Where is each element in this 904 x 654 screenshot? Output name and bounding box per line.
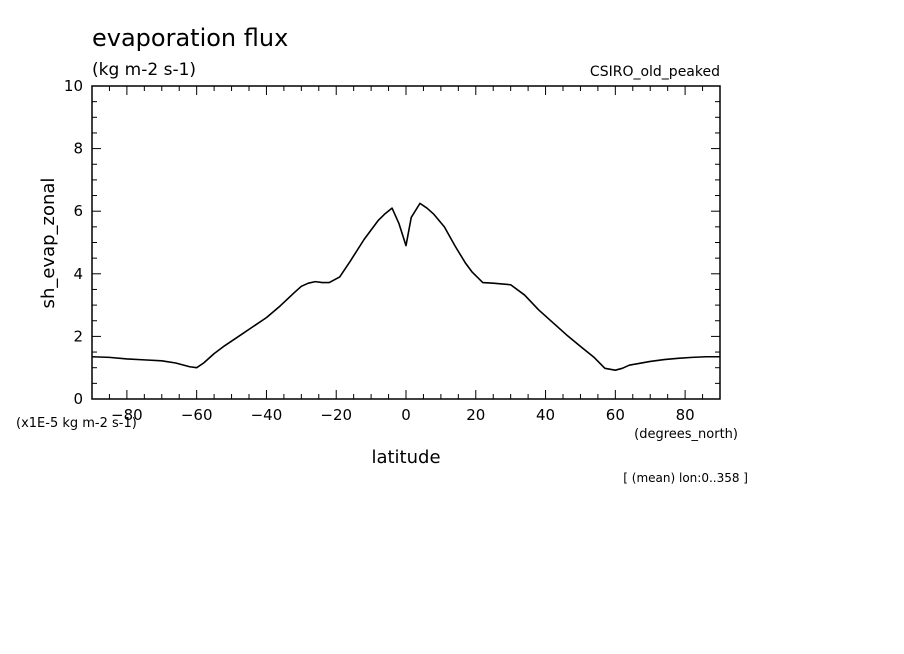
x-tick-label: −60 [181, 406, 213, 424]
footnote: [ (mean) lon:0..358 ] [623, 471, 748, 485]
y-scale-note: (x1E-5 kg m-2 s-1) [16, 416, 137, 431]
chart-subtitle: (kg m-2 s-1) [92, 60, 196, 80]
dataset-label: CSIRO_old_peaked [590, 64, 720, 80]
x-tick-label: −20 [320, 406, 352, 424]
x-tick-label: 80 [676, 406, 695, 424]
y-tick-labels: 0 2 4 6 8 10 [64, 77, 83, 408]
x-tick-label: 40 [536, 406, 555, 424]
x-tick-label: 20 [466, 406, 485, 424]
tick-marks [91, 85, 721, 400]
x-tick-label: −40 [251, 406, 283, 424]
chart-title: evaporation flux [92, 24, 288, 52]
x-units-label: (degrees_north) [634, 427, 738, 442]
y-axis-label: sh_evap_zonal [38, 178, 59, 309]
y-tick-label: 8 [73, 140, 83, 158]
y-tick-label: 0 [73, 390, 83, 408]
x-tick-label: 0 [401, 406, 411, 424]
x-tick-label: −80 [111, 406, 143, 424]
y-tick-label: 2 [73, 327, 83, 345]
x-tick-label: 60 [606, 406, 625, 424]
x-tick-labels: −80 −60 −40 −20 0 20 40 60 80 [111, 406, 695, 424]
y-tick-label: 6 [73, 202, 83, 220]
y-tick-label: 10 [64, 77, 83, 95]
x-axis-label: latitude [371, 447, 440, 468]
series-line [91, 202, 720, 371]
y-tick-label: 4 [73, 265, 83, 283]
